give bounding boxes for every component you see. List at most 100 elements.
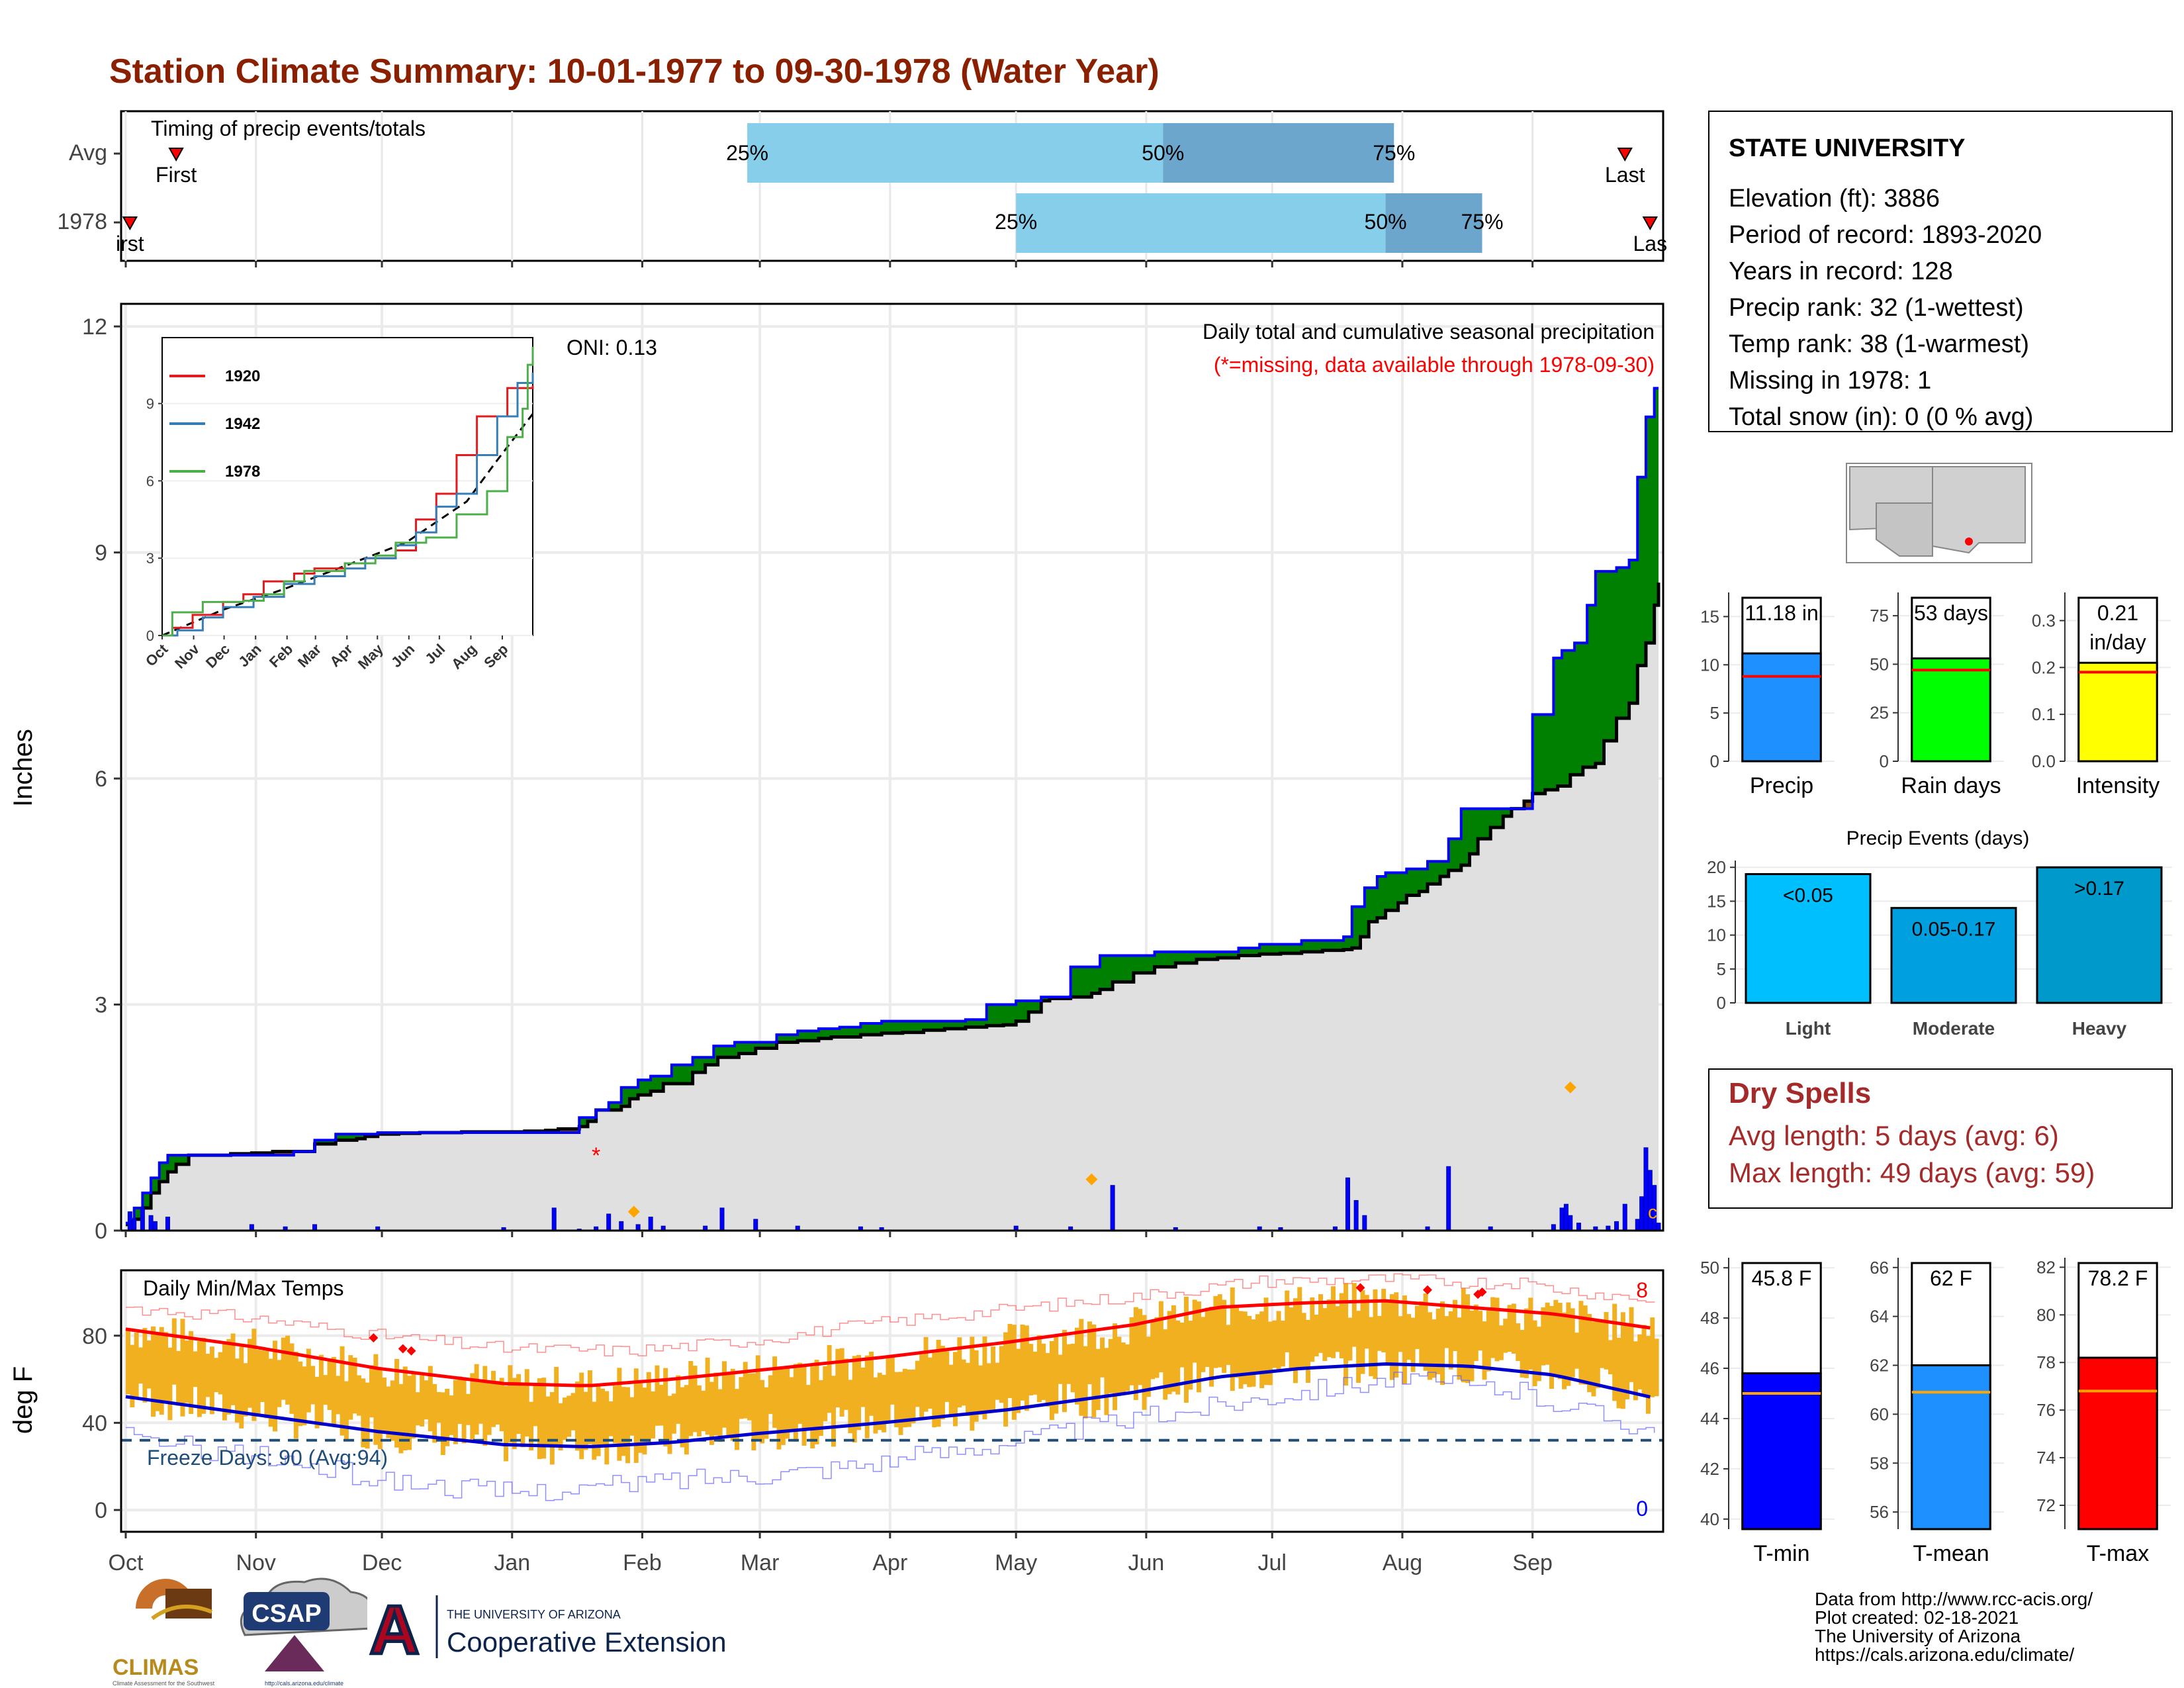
daily-temp-bar xyxy=(298,1361,303,1427)
daily-precip-bar xyxy=(1656,1223,1661,1231)
daily-temp-bar xyxy=(1306,1319,1310,1383)
daily-temp-bar xyxy=(995,1362,1000,1400)
minibar-value-bar xyxy=(1741,1372,1822,1530)
daily-temp-bar xyxy=(197,1341,202,1417)
daily-temp-bar xyxy=(1138,1309,1143,1385)
daily-temp-bar xyxy=(1183,1296,1189,1403)
daily-temp-bar xyxy=(159,1327,164,1415)
daily-temp-bar xyxy=(1440,1301,1445,1385)
daily-temp-bar xyxy=(302,1366,307,1426)
daily-temp-bar xyxy=(1079,1319,1084,1416)
daily-temp-bar xyxy=(449,1395,454,1435)
daily-temp-bar xyxy=(205,1354,210,1397)
daily-temp-bar xyxy=(592,1401,597,1460)
daily-temp-bar xyxy=(1095,1348,1101,1411)
daily-temp-bar xyxy=(373,1354,379,1445)
daily-temp-bar xyxy=(1381,1288,1387,1352)
daily-temp-bar xyxy=(999,1346,1004,1403)
minibar-value-label: 11.18 in xyxy=(1745,601,1819,625)
daily-temp-bar xyxy=(932,1352,937,1428)
daily-precip-bar xyxy=(1353,1199,1359,1231)
daily-temp-bar xyxy=(1167,1311,1172,1395)
station-info-box: STATE UNIVERSITY Elevation (ft): 3886 Per… xyxy=(1708,111,2173,432)
daily-temp-bar xyxy=(743,1362,748,1419)
daily-temp-bar xyxy=(633,1368,639,1463)
daily-temp-bar xyxy=(1478,1311,1483,1351)
daily-temp-bar xyxy=(1108,1338,1113,1393)
daily-temp-bar xyxy=(835,1348,841,1408)
daily-temp-bar xyxy=(1419,1301,1424,1364)
daily-temp-bar xyxy=(1032,1351,1038,1395)
daily-temp-bar xyxy=(1469,1310,1475,1382)
minibar-name: Intensity xyxy=(2076,773,2160,798)
station-info-line: Missing in 1978: 1 xyxy=(1729,367,1931,395)
events-y-tick: 10 xyxy=(1707,925,1726,945)
daily-temp-bar xyxy=(549,1391,555,1465)
daily-temp-bar xyxy=(180,1319,185,1417)
daily-temp-bar xyxy=(201,1337,206,1414)
snow-event-marker xyxy=(627,1205,640,1218)
daily-temp-bar xyxy=(310,1366,316,1405)
daily-temp-bar xyxy=(264,1350,269,1419)
month-label-sep: Sep xyxy=(1512,1550,1553,1575)
minibar-tick: 62 xyxy=(1870,1356,1889,1376)
daily-temp-bar xyxy=(130,1344,135,1407)
timing-pct-75: 75% xyxy=(1461,210,1503,234)
daily-temp-bar xyxy=(356,1375,361,1416)
daily-temp-bar xyxy=(1263,1297,1269,1385)
daily-temp-bar xyxy=(1083,1346,1088,1419)
month-label-feb: Feb xyxy=(623,1550,662,1575)
dry-spells-max: Max length: 49 days (avg: 59) xyxy=(1729,1157,2095,1188)
timing-pct-75: 75% xyxy=(1373,141,1415,165)
daily-temp-bar xyxy=(617,1368,622,1461)
daily-temp-bar xyxy=(776,1366,782,1450)
daily-temp-bar xyxy=(860,1367,866,1407)
daily-temp-bar xyxy=(499,1378,504,1432)
minibar-tick: 75 xyxy=(1870,606,1889,626)
daily-temp-bar xyxy=(814,1360,819,1444)
daily-temp-bar xyxy=(1410,1317,1416,1372)
daily-temp-bar xyxy=(642,1387,647,1455)
daily-temp-bar xyxy=(722,1361,727,1428)
credit-line: Plot created: 02-18-2021 xyxy=(1815,1607,2019,1628)
minibar-value-bar xyxy=(1911,657,1991,763)
minibar-tick: 0.3 xyxy=(2032,611,2056,631)
precip-y-tick: 0 xyxy=(95,1219,107,1244)
daily-temp-bar xyxy=(785,1368,790,1439)
daily-temp-bar xyxy=(1179,1322,1185,1368)
events-category-label: Moderate xyxy=(1913,1018,1995,1039)
daily-temp-bar xyxy=(696,1385,702,1437)
precip-panel: * c 0 3 6 9 12 Inches ONI: 0.13 Daily total a… xyxy=(9,303,1664,1244)
daily-temp-bar xyxy=(394,1358,400,1448)
daily-temp-bar xyxy=(1058,1354,1063,1384)
minibar-name: T-mean xyxy=(1913,1541,1989,1566)
daily-temp-bar xyxy=(646,1372,651,1444)
daily-temp-bar xyxy=(1641,1325,1647,1396)
daily-temp-bar xyxy=(1432,1319,1437,1378)
minibar-tick: 80 xyxy=(2036,1305,2056,1325)
daily-temp-bar xyxy=(474,1364,479,1435)
daily-temp-bar xyxy=(1120,1342,1126,1395)
snow-event-marker xyxy=(1085,1173,1098,1186)
minibar-tick: 74 xyxy=(2036,1448,2056,1468)
daily-temp-bar xyxy=(856,1354,862,1430)
daily-temp-bar xyxy=(1217,1294,1222,1368)
daily-temp-bar xyxy=(1205,1307,1210,1368)
month-label-dec: Dec xyxy=(362,1550,402,1575)
daily-temp-bar xyxy=(1125,1344,1130,1391)
daily-temp-bar xyxy=(1453,1299,1458,1352)
daily-temp-bar xyxy=(961,1359,966,1406)
timing-pct-25: 25% xyxy=(726,141,768,165)
inset-y-tick: 3 xyxy=(146,550,154,567)
daily-temp-bar xyxy=(398,1383,404,1454)
daily-temp-bar xyxy=(558,1403,563,1451)
daily-temp-bar xyxy=(1129,1317,1134,1385)
daily-temp-bar xyxy=(982,1336,987,1420)
daily-temp-bar xyxy=(1297,1287,1302,1368)
minibar-t-mean: 56 58 60 62 64 66 62 F T-mean xyxy=(1870,1258,2004,1566)
daily-temp-bar xyxy=(801,1366,807,1446)
events-y-tick: 15 xyxy=(1707,891,1726,911)
last-event-label: Last xyxy=(1605,163,1645,187)
daily-temp-bar xyxy=(163,1332,169,1403)
daily-temp-bar xyxy=(1591,1321,1596,1397)
